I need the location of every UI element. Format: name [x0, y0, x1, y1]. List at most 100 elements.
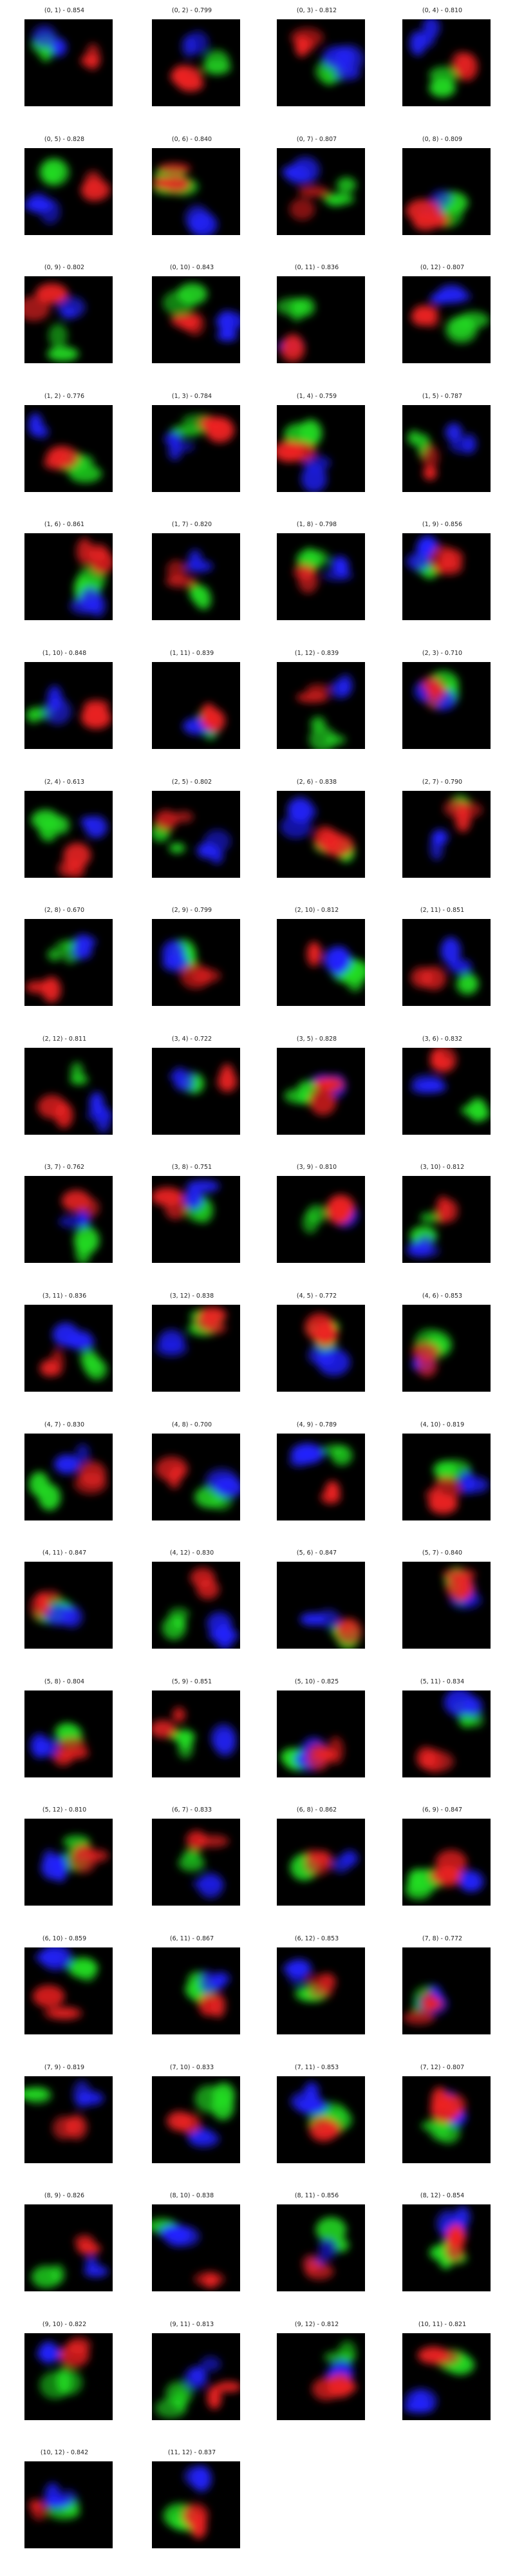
panel: (7, 8) - 0.772	[378, 1928, 507, 2057]
panel-title: (2, 12) - 0.811	[42, 1036, 87, 1043]
panel: (3, 8) - 0.751	[127, 1157, 256, 1285]
panel: (0, 3) - 0.812	[252, 0, 381, 129]
panel-image	[152, 1176, 240, 1263]
panel-image	[402, 405, 491, 492]
panel-image	[277, 19, 365, 106]
panel-image	[402, 1690, 491, 1777]
panel: (1, 10) - 0.848	[0, 643, 129, 772]
panel-title: (5, 10) - 0.825	[294, 1678, 339, 1685]
panel-image	[152, 276, 240, 363]
panel-title: (6, 7) - 0.833	[171, 1806, 212, 1814]
panel: (0, 7) - 0.807	[252, 129, 381, 258]
panel-title: (5, 8) - 0.804	[44, 1678, 85, 1685]
panel-image	[152, 1690, 240, 1777]
panel-image	[402, 533, 491, 620]
panel-title: (1, 3) - 0.784	[171, 393, 212, 400]
panel-title: (3, 11) - 0.836	[42, 1293, 87, 1300]
panel-image	[24, 1176, 113, 1263]
panel-title: (2, 9) - 0.799	[171, 907, 212, 914]
panel-title: (10, 12) - 0.842	[40, 2449, 89, 2456]
panel-title: (7, 10) - 0.833	[169, 2064, 214, 2071]
panel: (3, 11) - 0.836	[0, 1285, 129, 1414]
panel-title: (11, 12) - 0.837	[167, 2449, 216, 2456]
panel-image	[402, 1176, 491, 1263]
panel: (8, 10) - 0.838	[127, 2185, 256, 2314]
panel-title: (7, 11) - 0.853	[294, 2064, 339, 2071]
panel: (0, 11) - 0.836	[252, 257, 381, 386]
panel-title: (8, 12) - 0.854	[420, 2192, 465, 2199]
panel-title: (1, 7) - 0.820	[171, 521, 212, 528]
panel-image	[402, 1305, 491, 1392]
panel-title: (0, 11) - 0.836	[294, 264, 339, 271]
panel-title: (5, 11) - 0.834	[420, 1678, 465, 1685]
panel-image	[277, 276, 365, 363]
panel-title: (0, 4) - 0.810	[422, 7, 463, 14]
panel: (2, 6) - 0.838	[252, 772, 381, 900]
panel-title: (0, 6) - 0.840	[171, 136, 212, 143]
panel-image	[152, 1305, 240, 1392]
panel-image	[152, 662, 240, 749]
panel-title: (4, 8) - 0.700	[171, 1421, 212, 1428]
panel-image	[402, 1048, 491, 1135]
panel-image	[277, 919, 365, 1006]
panel-image	[402, 2076, 491, 2163]
panel-title: (4, 12) - 0.830	[169, 1549, 214, 1557]
panel-title: (4, 5) - 0.772	[296, 1293, 337, 1300]
panel: (6, 8) - 0.862	[252, 1799, 381, 1928]
panel-image	[277, 1819, 365, 1906]
panel: (1, 8) - 0.798	[252, 514, 381, 643]
panel-title: (2, 6) - 0.838	[296, 779, 337, 786]
panel-title: (3, 10) - 0.812	[420, 1164, 465, 1171]
panel-image	[402, 2333, 491, 2420]
panel: (4, 10) - 0.819	[378, 1414, 507, 1543]
panel-image	[277, 533, 365, 620]
panel: (6, 12) - 0.853	[252, 1928, 381, 2057]
panel: (4, 5) - 0.772	[252, 1285, 381, 1414]
panel-title: (0, 5) - 0.828	[44, 136, 85, 143]
panel-image	[152, 405, 240, 492]
panel-image	[277, 791, 365, 878]
panel: (0, 8) - 0.809	[378, 129, 507, 258]
panel: (5, 10) - 0.825	[252, 1671, 381, 1800]
panel: (8, 12) - 0.854	[378, 2185, 507, 2314]
panel: (5, 8) - 0.804	[0, 1671, 129, 1800]
panel: (4, 9) - 0.789	[252, 1414, 381, 1543]
panel-image	[277, 1305, 365, 1392]
panel-image	[402, 1819, 491, 1906]
panel-title: (7, 12) - 0.807	[420, 2064, 465, 2071]
panel: (3, 6) - 0.832	[378, 1028, 507, 1157]
panel-title: (1, 4) - 0.759	[296, 393, 337, 400]
panel-image	[152, 533, 240, 620]
panel-title: (6, 8) - 0.862	[296, 1806, 337, 1814]
panel-image	[24, 662, 113, 749]
panel-title: (1, 8) - 0.798	[296, 521, 337, 528]
panel: (0, 9) - 0.802	[0, 257, 129, 386]
panel: (6, 11) - 0.867	[127, 1928, 256, 2057]
panel-image	[24, 1690, 113, 1777]
panel: (6, 9) - 0.847	[378, 1799, 507, 1928]
panel-title: (0, 3) - 0.812	[296, 7, 337, 14]
panel-title: (4, 7) - 0.830	[44, 1421, 85, 1428]
panel: (4, 8) - 0.700	[127, 1414, 256, 1543]
panel-image	[277, 1947, 365, 2034]
panel-title: (8, 10) - 0.838	[169, 2192, 214, 2199]
panel-title: (5, 9) - 0.851	[171, 1678, 212, 1685]
panel: (2, 8) - 0.670	[0, 900, 129, 1028]
panel-image	[24, 2076, 113, 2163]
panel-title: (4, 6) - 0.853	[422, 1293, 463, 1300]
panel: (1, 11) - 0.839	[127, 643, 256, 772]
panel-title: (8, 11) - 0.856	[294, 2192, 339, 2199]
panel: (2, 4) - 0.613	[0, 772, 129, 900]
panel: (7, 11) - 0.853	[252, 2057, 381, 2186]
panel-image	[152, 2204, 240, 2291]
panel: (2, 9) - 0.799	[127, 900, 256, 1028]
panel-title: (0, 10) - 0.843	[169, 264, 214, 271]
panel-image	[152, 919, 240, 1006]
panel-image	[402, 662, 491, 749]
panel-image	[152, 19, 240, 106]
panel-image	[24, 791, 113, 878]
panel-title: (1, 5) - 0.787	[422, 393, 463, 400]
panel: (1, 5) - 0.787	[378, 386, 507, 515]
panel-image	[24, 2333, 113, 2420]
